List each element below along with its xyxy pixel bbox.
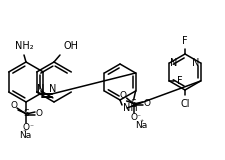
Text: N: N bbox=[170, 58, 177, 68]
Text: Na: Na bbox=[19, 132, 31, 140]
Text: OH: OH bbox=[64, 41, 79, 51]
Text: F: F bbox=[177, 76, 182, 86]
Text: N: N bbox=[37, 84, 44, 94]
Text: N: N bbox=[191, 58, 199, 68]
Text: Na: Na bbox=[135, 121, 147, 131]
Text: O: O bbox=[22, 123, 29, 132]
Text: O: O bbox=[130, 112, 137, 121]
Text: O: O bbox=[35, 108, 42, 117]
Text: O: O bbox=[10, 100, 17, 109]
Text: NH₂: NH₂ bbox=[15, 41, 33, 51]
Text: O: O bbox=[142, 99, 149, 108]
Text: Cl: Cl bbox=[180, 99, 189, 109]
Text: S: S bbox=[130, 100, 136, 108]
Text: ⁺: ⁺ bbox=[23, 128, 27, 136]
Text: ⁺: ⁺ bbox=[139, 117, 143, 127]
Text: ⁻: ⁻ bbox=[29, 123, 33, 132]
Text: ⁻: ⁻ bbox=[136, 112, 140, 121]
Text: O: O bbox=[119, 91, 126, 100]
Text: S: S bbox=[23, 109, 29, 119]
Text: NH: NH bbox=[122, 103, 137, 113]
Text: F: F bbox=[181, 36, 187, 46]
Text: N: N bbox=[49, 84, 56, 94]
